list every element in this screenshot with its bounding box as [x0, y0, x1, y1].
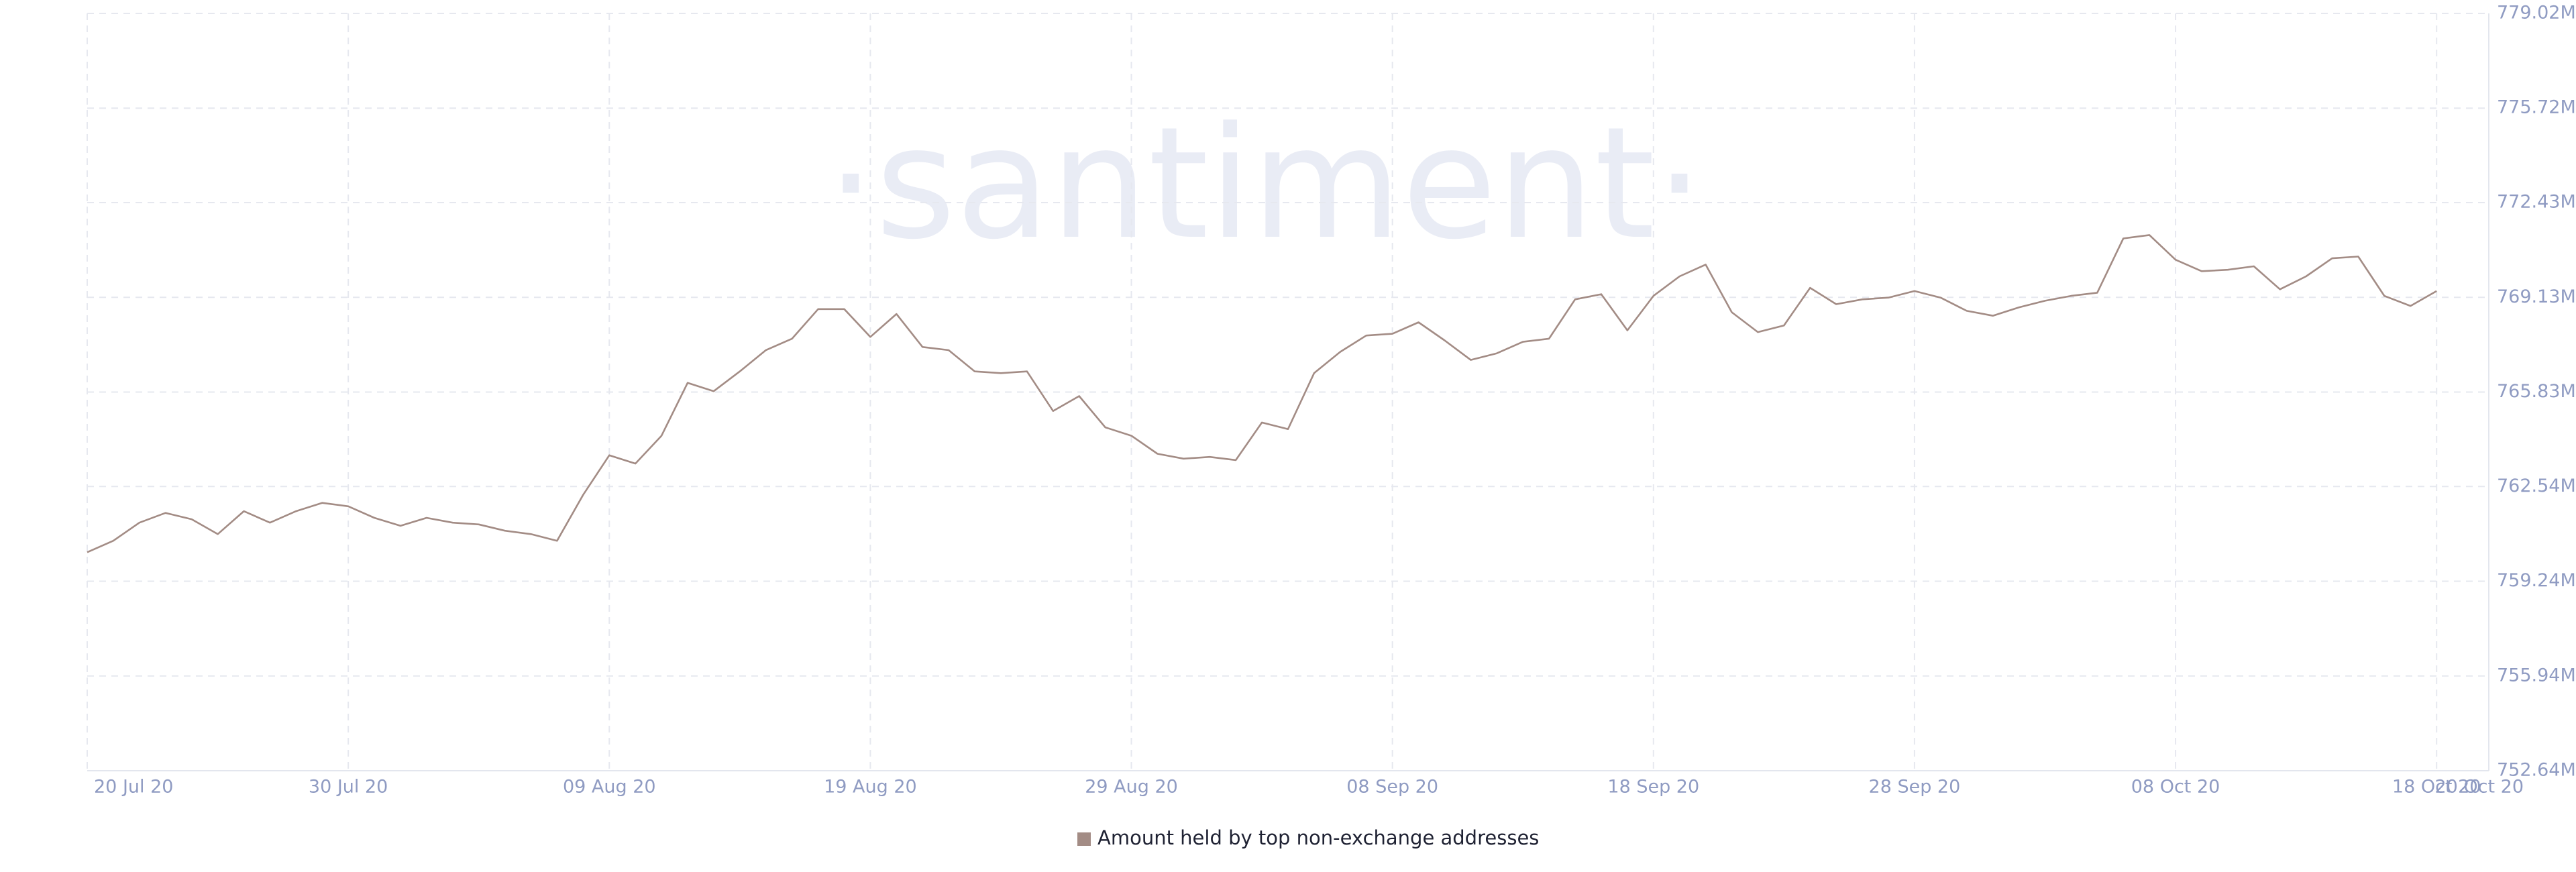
y-tick-label: 765.83M [2497, 381, 2576, 402]
x-tick-label: 28 Sep 20 [1869, 777, 1961, 798]
watermark: ·santiment· [826, 95, 1704, 274]
y-tick-label: 779.02M [2497, 3, 2576, 23]
x-tick-label: 30 Jul 20 [309, 777, 388, 798]
y-tick-label: 762.54M [2497, 476, 2576, 496]
y-tick-label: 769.13M [2497, 286, 2576, 307]
x-tick-label: 08 Oct 20 [2131, 777, 2220, 798]
y-tick-label: 759.24M [2497, 570, 2576, 591]
y-tick-label: 752.64M [2497, 760, 2576, 781]
x-tick-label: 19 Aug 20 [824, 777, 917, 798]
x-tick-label: 09 Aug 20 [563, 777, 656, 798]
x-tick-label: 08 Sep 20 [1346, 777, 1438, 798]
legend-swatch [1077, 832, 1091, 846]
y-tick-label: 772.43M [2497, 192, 2576, 213]
y-tick-label: 775.72M [2497, 97, 2576, 118]
data-line [87, 234, 2437, 553]
legend-label: Amount held by top non-exchange addresse… [1097, 826, 1539, 849]
y-tick-label: 755.94M [2497, 665, 2576, 686]
x-tick-label: 20 Oct 20 [2434, 777, 2524, 798]
x-tick-label: 29 Aug 20 [1085, 777, 1178, 798]
x-tick-label: 20 Jul 20 [94, 777, 173, 798]
x-tick-label: 18 Sep 20 [1607, 777, 1699, 798]
x-tick-label: 18 Oct 20 [2392, 777, 2481, 798]
